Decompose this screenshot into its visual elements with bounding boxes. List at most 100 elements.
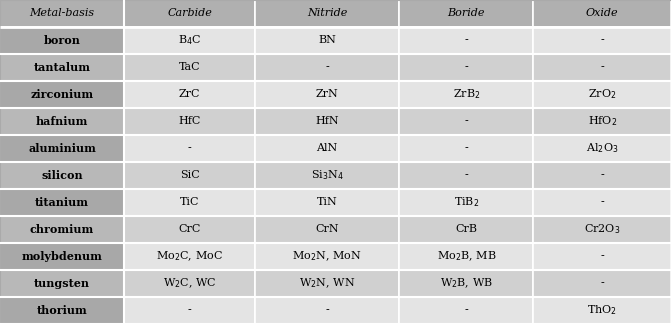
Bar (124, 81, 255, 108)
Text: -: - (464, 116, 468, 126)
Text: CrN: CrN (315, 224, 339, 234)
Text: Mo$_2$B, MB: Mo$_2$B, MB (437, 249, 496, 263)
Text: HfC: HfC (178, 116, 201, 126)
Bar (0, 297, 124, 324)
Bar (399, 0, 533, 27)
Bar (0, 27, 124, 53)
Bar (124, 297, 255, 324)
Bar (124, 135, 255, 162)
Bar (124, 216, 255, 243)
Bar (255, 162, 399, 189)
Bar (399, 27, 533, 53)
Bar (533, 297, 671, 324)
Text: TiC: TiC (180, 197, 199, 207)
Text: B$_4$C: B$_4$C (178, 33, 201, 47)
Bar (533, 243, 671, 270)
Text: ThO$_2$: ThO$_2$ (587, 304, 617, 318)
Text: -: - (601, 251, 604, 261)
Bar (124, 270, 255, 297)
Text: -: - (601, 62, 604, 72)
Text: molybdenum: molybdenum (21, 251, 103, 262)
Bar (255, 108, 399, 135)
Text: tantalum: tantalum (34, 62, 91, 73)
Bar (255, 189, 399, 216)
Text: Boride: Boride (448, 8, 485, 18)
Text: -: - (601, 278, 604, 288)
Text: -: - (325, 62, 329, 72)
Bar (255, 81, 399, 108)
Bar (255, 243, 399, 270)
Bar (533, 189, 671, 216)
Text: hafnium: hafnium (36, 116, 89, 127)
Text: boron: boron (44, 35, 81, 46)
Text: Si$_3$N$_4$: Si$_3$N$_4$ (311, 168, 344, 182)
Text: W$_2$C, WC: W$_2$C, WC (163, 277, 216, 290)
Bar (533, 53, 671, 81)
Text: -: - (464, 35, 468, 45)
Text: Carbide: Carbide (167, 8, 212, 18)
Text: -: - (601, 170, 604, 180)
Bar (399, 297, 533, 324)
Bar (255, 0, 399, 27)
Bar (0, 189, 124, 216)
Text: silicon: silicon (41, 170, 83, 181)
Bar (255, 27, 399, 53)
Text: chromium: chromium (30, 224, 94, 235)
Text: W$_2$B, WB: W$_2$B, WB (440, 277, 493, 290)
Text: -: - (601, 35, 604, 45)
Bar (124, 189, 255, 216)
Text: Nitride: Nitride (307, 8, 348, 18)
Bar (0, 108, 124, 135)
Bar (399, 162, 533, 189)
Text: -: - (188, 306, 191, 316)
Bar (124, 108, 255, 135)
Bar (124, 53, 255, 81)
Text: -: - (464, 170, 468, 180)
Bar (255, 53, 399, 81)
Text: CrB: CrB (456, 224, 477, 234)
Bar (255, 297, 399, 324)
Text: Mo$_2$C, MoC: Mo$_2$C, MoC (156, 249, 223, 263)
Bar (124, 243, 255, 270)
Bar (399, 216, 533, 243)
Bar (0, 53, 124, 81)
Bar (0, 135, 124, 162)
Bar (533, 270, 671, 297)
Text: HfN: HfN (315, 116, 339, 126)
Bar (399, 53, 533, 81)
Bar (124, 27, 255, 53)
Bar (255, 270, 399, 297)
Bar (0, 81, 124, 108)
Text: Oxide: Oxide (586, 8, 619, 18)
Text: ZrC: ZrC (178, 89, 201, 99)
Text: -: - (188, 143, 191, 153)
Text: Cr2O$_3$: Cr2O$_3$ (584, 223, 621, 236)
Bar (0, 243, 124, 270)
Bar (399, 108, 533, 135)
Text: thorium: thorium (37, 305, 87, 316)
Text: -: - (601, 197, 604, 207)
Text: -: - (464, 143, 468, 153)
Bar (533, 216, 671, 243)
Text: aluminium: aluminium (28, 143, 96, 154)
Bar (399, 270, 533, 297)
Text: CrC: CrC (178, 224, 201, 234)
Text: -: - (464, 62, 468, 72)
Text: ZrN: ZrN (316, 89, 338, 99)
Text: TaC: TaC (178, 62, 201, 72)
Text: ZrB$_2$: ZrB$_2$ (453, 87, 480, 101)
Bar (533, 0, 671, 27)
Bar (255, 135, 399, 162)
Text: AlN: AlN (317, 143, 338, 153)
Text: SiC: SiC (180, 170, 199, 180)
Bar (533, 108, 671, 135)
Text: HfO$_2$: HfO$_2$ (588, 114, 617, 128)
Text: TiB$_2$: TiB$_2$ (454, 195, 479, 209)
Bar (0, 162, 124, 189)
Bar (255, 216, 399, 243)
Text: tungsten: tungsten (34, 278, 90, 289)
Text: titanium: titanium (35, 197, 89, 208)
Bar (533, 27, 671, 53)
Text: W$_2$N, WN: W$_2$N, WN (299, 277, 355, 290)
Bar (0, 270, 124, 297)
